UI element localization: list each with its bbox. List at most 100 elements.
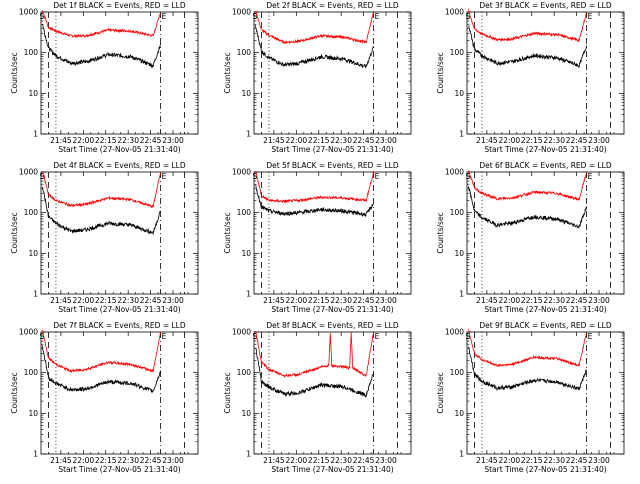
x-tick-label: 22:45 [353,296,375,305]
corner-label-start: S [252,12,257,21]
detector-panel-6: Det 6f BLACK = Events, RED = LLD 1 10 100 10… [436,161,625,314]
corner-label-start: S [465,332,470,341]
x-tick-label: 22:45 [140,456,162,465]
x-tick-label: 22:30 [543,136,565,145]
x-tick-label: 22:00 [499,456,521,465]
series-lld-red [42,170,162,209]
x-tick-label: 21:45 [50,136,72,145]
series-events-black [42,24,162,69]
y-tick-label: 1 [246,450,251,459]
detector-panel-4: Det 4f BLACK = Events, RED = LLD 1 10 100 10… [10,161,199,314]
series-events-black [255,184,374,218]
y-tick-label: 1 [33,450,38,459]
x-tick-label: 22:00 [73,296,95,305]
panel-title: Det 7f BLACK = Events, RED = LLD [53,321,186,330]
y-tick-label: 1 [246,290,251,299]
detector-panel-2: Det 2f BLACK = Events, RED = LLD 1 10 100 10… [223,1,412,154]
x-axis-label: Start Time (27-Nov-05 21:31:40) [58,465,180,474]
series-lld-red [468,329,587,368]
series-lld-red [42,10,161,39]
series-events-black [42,345,162,394]
x-tick-label: 22:30 [330,456,352,465]
x-tick-label: 22:15 [95,296,117,305]
x-tick-label: 22:45 [566,296,588,305]
plot-frame [253,11,412,135]
corner-label-start: S [252,172,257,181]
detector-panel-8: Det 8f BLACK = Events, RED = LLD 1 10 100 10… [223,321,412,474]
detector-panel-5: Det 5f BLACK = Events, RED = LLD 1 10 100 10… [223,161,412,314]
corner-label-end: E [375,12,380,21]
y-tick-label: 10 [454,409,464,418]
x-tick-label: 22:30 [330,296,352,305]
panel-title: Det 8f BLACK = Events, RED = LLD [266,321,399,330]
plot-frame [466,171,625,295]
y-tick-label: 10 [28,89,38,98]
series-lld-red [42,329,162,373]
y-tick-label: 10 [241,89,251,98]
corner-label-start: S [465,12,470,21]
y-tick-label: 100 [24,368,39,377]
x-tick-label: 22:15 [95,136,117,145]
y-tick-label: 1 [459,450,464,459]
corner-label-start: S [39,12,44,21]
x-tick-label: 21:45 [476,456,498,465]
y-tick-label: 1000 [19,8,38,17]
y-tick-label: 1 [459,130,464,139]
x-tick-label: 21:45 [263,296,285,305]
corner-label-end: E [588,172,593,181]
y-axis-label: Counts/sec [436,212,445,253]
x-tick-label: 22:15 [521,456,543,465]
plot-frame [466,11,625,135]
series-events-black [42,186,161,236]
y-axis-label: Counts/sec [223,372,232,413]
x-tick-label: 23:00 [588,296,610,305]
x-tick-label: 22:30 [330,136,352,145]
y-tick-label: 1000 [445,328,464,337]
corner-label-end: E [375,172,380,181]
series-lld-red [255,10,375,45]
y-tick-label: 10 [28,249,38,258]
y-tick-label: 1 [33,130,38,139]
y-axis-label: Counts/sec [10,372,19,413]
x-axis-label: Start Time (27-Nov-05 21:31:40) [271,305,393,314]
x-tick-label: 22:30 [543,456,565,465]
x-tick-label: 22:45 [353,136,375,145]
y-tick-label: 10 [28,409,38,418]
y-tick-label: 100 [237,48,252,57]
panel-title: Det 6f BLACK = Events, RED = LLD [479,161,612,170]
x-tick-label: 23:00 [375,456,397,465]
x-tick-label: 22:30 [117,296,139,305]
panel-title: Det 4f BLACK = Events, RED = LLD [53,161,186,170]
x-tick-label: 22:15 [308,296,330,305]
x-tick-label: 22:30 [543,296,565,305]
corner-label-end: E [375,332,380,341]
panel-title: Det 5f BLACK = Events, RED = LLD [266,161,399,170]
series-events-black [468,346,587,392]
x-tick-label: 22:45 [566,136,588,145]
y-axis-label: Counts/sec [436,372,445,413]
y-axis-label: Counts/sec [223,52,232,93]
x-tick-label: 23:00 [162,296,184,305]
x-tick-label: 22:45 [353,456,375,465]
y-tick-label: 1000 [232,328,251,337]
x-tick-label: 23:00 [162,456,184,465]
panel-title: Det 1f BLACK = Events, RED = LLD [53,1,186,10]
series-lld-red [468,170,588,201]
y-axis-label: Counts/sec [223,212,232,253]
x-tick-label: 22:15 [521,296,543,305]
plot-frame [40,331,199,455]
y-tick-label: 100 [450,48,465,57]
y-tick-label: 1000 [445,168,464,177]
plot-frame [466,331,625,455]
corner-label-start: S [39,332,44,341]
series-events-black [255,25,375,69]
x-axis-label: Start Time (27-Nov-05 21:31:40) [484,305,606,314]
x-axis-label: Start Time (27-Nov-05 21:31:40) [271,145,393,154]
y-tick-label: 10 [454,89,464,98]
x-tick-label: 22:00 [286,456,308,465]
x-tick-label: 23:00 [375,136,397,145]
corner-label-end: E [588,332,593,341]
x-axis-label: Start Time (27-Nov-05 21:31:40) [58,305,180,314]
x-tick-label: 23:00 [588,456,610,465]
x-tick-label: 23:00 [588,136,610,145]
